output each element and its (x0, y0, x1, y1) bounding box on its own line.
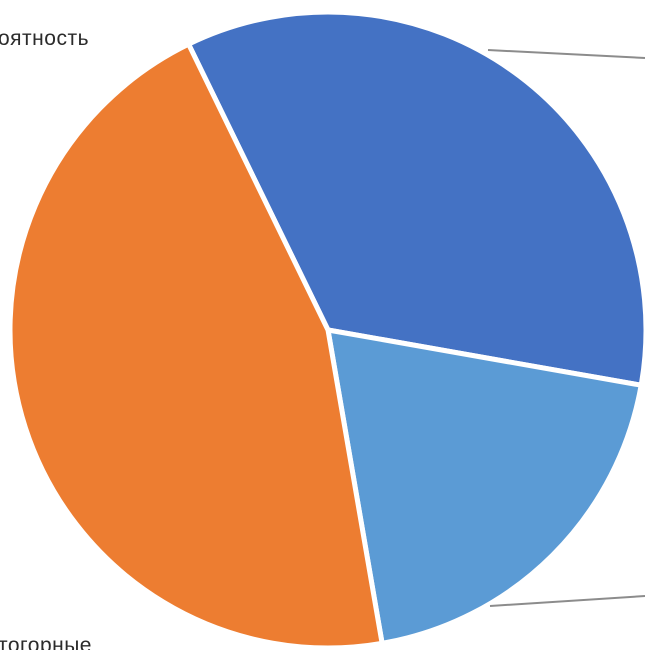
slice-label-light-blue: тогорные (0, 634, 92, 650)
leader-line-top (487, 49, 645, 59)
leader-line-bottom (489, 595, 645, 607)
slice-orange (7, 41, 385, 650)
leader-lines (487, 49, 645, 607)
pie-slices (7, 9, 645, 650)
slice-label-orange: оятность (0, 27, 90, 50)
slice-dark-blue (186, 9, 645, 388)
slice-light-blue (325, 327, 644, 646)
